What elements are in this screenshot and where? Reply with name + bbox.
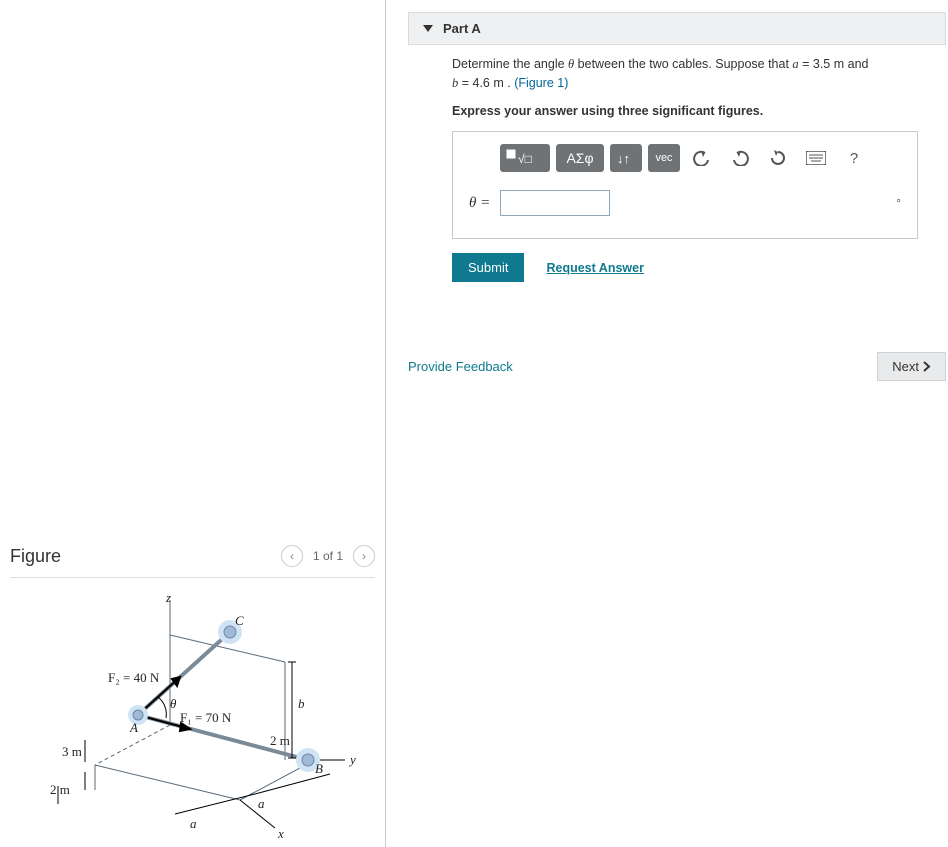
figure-next-button[interactable]: › [353,545,375,567]
prompt-a-eq: = 3.5 m [799,57,845,71]
dim-b-label: b [298,696,305,711]
part-title: Part A [443,21,481,36]
f2-label: F₂ = 40 N [108,670,160,685]
answer-variable: θ = [469,195,490,212]
figure-title: Figure [10,546,61,567]
figure-pager-text: 1 of 1 [313,549,343,563]
left-pane: Figure ‹ 1 of 1 › [0,0,385,847]
prompt-and: and [844,57,868,71]
answer-box: √□ ΑΣφ ↓↑ vec ? θ = ° [452,131,918,239]
submit-row: Submit Request Answer [452,253,948,282]
point-c-label: C [235,613,244,628]
answer-input[interactable] [500,190,610,216]
prompt-pre: Determine the angle [452,57,568,71]
right-pane: Part A Determine the angle θ between the… [385,0,948,847]
chevron-right-icon [923,361,931,372]
dim-2m-upper: 2 m [270,733,290,748]
caret-down-icon [423,25,433,32]
axis-y-label: y [348,752,356,767]
theta-label: θ [170,696,177,711]
dim-a2-label: a [190,816,197,831]
svg-text:↓↑: ↓↑ [617,151,630,166]
f1-label: F₁ = 70 N [180,710,232,725]
svg-text:√□: √□ [518,152,532,166]
figure-header: Figure ‹ 1 of 1 › [10,545,375,578]
figure-diagram: z y x C B A θ F₁ = 70 N F₂ = 40 N b a a … [30,590,360,840]
subsup-button[interactable]: ↓↑ [610,144,642,172]
vec-button[interactable]: vec [648,144,680,172]
templates-button[interactable]: √□ [500,144,550,172]
figure-prev-button[interactable]: ‹ [281,545,303,567]
redo-button[interactable] [724,144,756,172]
footer-row: Provide Feedback Next [408,352,946,381]
figure-pager: ‹ 1 of 1 › [281,545,375,567]
submit-button[interactable]: Submit [452,253,524,282]
prompt-mid: between the two cables. Suppose that [574,57,792,71]
prompt-text: Determine the angle θ between the two ca… [406,55,948,121]
axis-x-label: x [277,826,284,840]
equation-toolbar: √□ ΑΣφ ↓↑ vec ? [469,132,901,186]
dim-3m: 3 m [62,744,82,759]
point-a-label: A [129,720,138,735]
answer-row: θ = ° [469,186,901,222]
reset-button[interactable] [762,144,794,172]
dim-2m-lower: 2 m [50,782,70,797]
keyboard-button[interactable] [800,144,832,172]
request-answer-link[interactable]: Request Answer [546,261,643,275]
next-label: Next [892,359,919,374]
part-header[interactable]: Part A [408,12,946,45]
next-button[interactable]: Next [877,352,946,381]
prompt-b-eq: = 4.6 m . [458,76,514,90]
provide-feedback-link[interactable]: Provide Feedback [408,359,513,374]
undo-button[interactable] [686,144,718,172]
help-button[interactable]: ? [838,144,870,172]
symbols-button[interactable]: ΑΣφ [556,144,604,172]
dim-a1-label: a [258,796,265,811]
figure-link[interactable]: (Figure 1) [514,76,568,90]
axis-z-label: z [165,590,171,605]
answer-unit: ° [896,196,901,210]
point-b-label: B [315,761,323,776]
prompt-instruction: Express your answer using three signific… [452,104,763,118]
